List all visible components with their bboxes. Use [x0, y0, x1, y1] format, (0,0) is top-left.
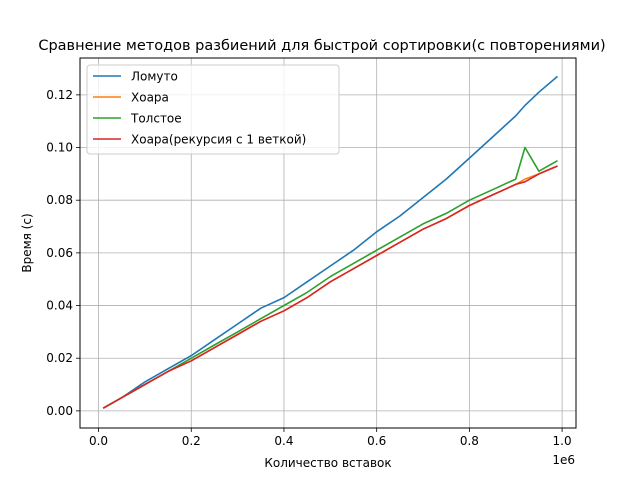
- x-tick-label: 1.0: [553, 434, 572, 448]
- legend-label-1: Ломуто: [131, 70, 178, 84]
- legend-label-3: Толстое: [130, 112, 182, 126]
- y-tick-label: 0.12: [46, 88, 73, 102]
- x-axis-label: Количество вставок: [264, 456, 391, 470]
- x-tick-label: 0.4: [274, 434, 293, 448]
- x-tick-label: 0.0: [89, 434, 108, 448]
- y-tick-label: 0.00: [46, 404, 73, 418]
- y-axis-label: Время (с): [20, 213, 34, 272]
- chart-title: Сравнение методов разбиений для быстрой …: [38, 38, 605, 54]
- x-tick-label: 0.8: [460, 434, 479, 448]
- y-tick-label: 0.08: [46, 193, 73, 207]
- y-tick-label: 0.02: [46, 351, 73, 365]
- legend-label-4: Хоара(рекурсия с 1 веткой): [131, 133, 306, 147]
- legend: Ломуто Хоара Толстое Хоара(рекурсия с 1 вет…: [87, 65, 339, 154]
- y-tick-label: 0.06: [46, 246, 73, 260]
- x-tick-label: 0.2: [182, 434, 201, 448]
- y-tick-label: 0.04: [46, 299, 73, 313]
- legend-label-2: Хоара: [131, 91, 169, 105]
- x-axis-offset-label: 1e6: [552, 453, 575, 467]
- x-tick-label: 0.6: [367, 434, 386, 448]
- y-tick-label: 0.10: [46, 141, 73, 155]
